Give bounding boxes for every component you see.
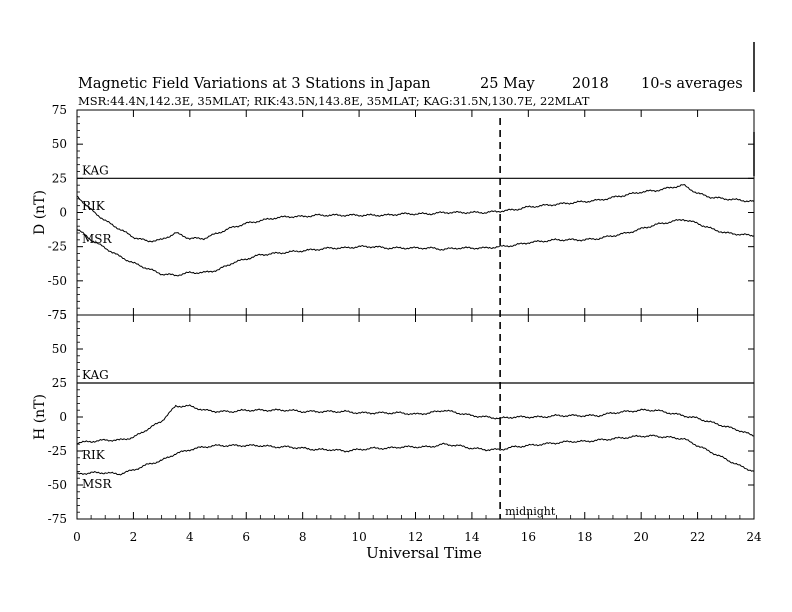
- h-panel-frame: [76, 314, 755, 520]
- x-tick-label: 22: [690, 530, 705, 544]
- h-series-label-rik: RIK: [82, 448, 106, 462]
- chart-title: Magnetic Field Variations at 3 Stations …: [78, 76, 431, 92]
- x-tick-label: 14: [464, 530, 480, 544]
- x-tick-label: 8: [299, 530, 307, 544]
- chart-date: 25 May: [480, 76, 536, 92]
- x-tick-label: 24: [746, 530, 762, 544]
- h-y-tick-label: 0: [59, 410, 67, 424]
- chart-averaging: 10-s averages: [641, 76, 743, 92]
- x-tick-label: 0: [73, 530, 81, 544]
- d-y-tick-label: -75: [48, 308, 67, 322]
- d-y-tick-label: -50: [48, 274, 67, 288]
- h-y-tick-label: -50: [48, 478, 67, 492]
- d-series-label-msr: MSR: [82, 232, 113, 246]
- stations-info: MSR:44.4N,142.3E, 35MLAT; RIK:43.5N,143.…: [78, 94, 590, 108]
- midnight-marker: midnight: [499, 118, 556, 519]
- h-y-tick-label: 25: [52, 376, 67, 390]
- d-y-tick-label: 25: [52, 171, 67, 185]
- d-y-tick-label: 50: [52, 137, 67, 151]
- x-tick-label: 4: [186, 530, 194, 544]
- d-panel-frame: [76, 109, 755, 316]
- h-component-panel: -75 -50 -25 0 25 50 75 H (nT) KAG RIK MSR: [32, 308, 755, 526]
- d-series-msr-line: [76, 219, 755, 277]
- h-y-tick-label: 75: [52, 308, 67, 322]
- h-series-rik-line: [77, 404, 755, 445]
- h-series-msr-line: [76, 434, 755, 476]
- h-y-axis-title: H (nT): [32, 394, 48, 440]
- h-y-tick-label: 50: [52, 342, 67, 356]
- x-axis: 0 2 4 6 8 10 12 14 16 18 20 22 24: [73, 110, 762, 544]
- x-tick-label: 10: [351, 530, 366, 544]
- h-series-label-kag: KAG: [82, 368, 109, 382]
- d-y-axis-title: D (nT): [32, 190, 48, 235]
- d-series-label-rik: RIK: [82, 199, 106, 213]
- chart-year: 2018: [572, 76, 609, 92]
- x-tick-label: 16: [521, 530, 536, 544]
- x-tick-label: 18: [577, 530, 592, 544]
- d-series-rik-line: [76, 184, 755, 243]
- d-component-panel: -75 -50 -25 0 25 50 75 D (nT) KAG RIK MSR: [32, 103, 755, 322]
- midnight-label: midnight: [505, 505, 556, 518]
- h-y-tick-label: -25: [48, 444, 67, 458]
- d-y-tick-label: -25: [48, 240, 67, 254]
- h-series-label-msr: MSR: [82, 477, 113, 491]
- d-y-tick-label: 75: [52, 103, 67, 117]
- x-axis-title: Universal Time: [366, 544, 482, 562]
- x-tick-label: 6: [242, 530, 250, 544]
- x-tick-label: 2: [130, 530, 138, 544]
- d-y-tick-label: 0: [59, 206, 67, 220]
- x-tick-label: 12: [408, 530, 423, 544]
- x-tick-label: 20: [634, 530, 649, 544]
- h-y-tick-label: -75: [48, 512, 67, 526]
- d-series-label-kag: KAG: [82, 163, 109, 177]
